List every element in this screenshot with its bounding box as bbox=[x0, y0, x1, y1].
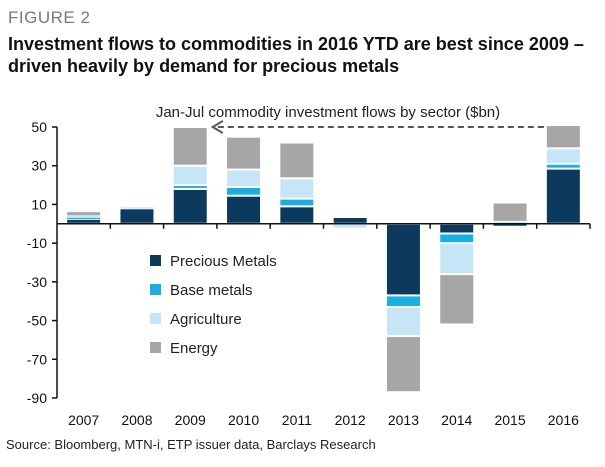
bar-agriculture-2016 bbox=[546, 149, 580, 163]
bar-precious-metals-2012 bbox=[333, 218, 367, 223]
y-tick-label: -30 bbox=[27, 274, 47, 290]
bar-precious-metals-2010 bbox=[227, 196, 261, 223]
bar-agriculture-2014 bbox=[440, 244, 474, 274]
legend-label: Agriculture bbox=[170, 311, 242, 328]
bar-precious-metals-2009 bbox=[173, 189, 207, 223]
x-tick-label: 2015 bbox=[494, 412, 525, 428]
arrow-left-icon bbox=[210, 120, 224, 134]
bar-precious-metals-2007 bbox=[67, 219, 101, 223]
bar-base-metals-2013 bbox=[386, 296, 420, 307]
bar-base-metals-2016 bbox=[546, 164, 580, 168]
legend-swatch bbox=[150, 342, 161, 353]
bar-agriculture-2011 bbox=[280, 179, 314, 198]
x-tick-label: 2009 bbox=[175, 412, 206, 428]
y-tick-label: -90 bbox=[27, 390, 47, 406]
legend-label: Base metals bbox=[170, 282, 253, 299]
legend-label: Precious Metals bbox=[170, 253, 277, 270]
bar-agriculture-2008 bbox=[120, 207, 154, 209]
legend-label: Energy bbox=[170, 340, 218, 357]
bar-agriculture-2012 bbox=[333, 224, 367, 228]
chart-headline: Investment flows to commodities in 2016 … bbox=[8, 34, 584, 76]
bar-base-metals-2014 bbox=[440, 234, 474, 243]
bar-energy-2015 bbox=[493, 203, 527, 221]
bar-base-metals-2010 bbox=[227, 188, 261, 195]
bar-precious-metals-2016 bbox=[546, 169, 580, 223]
bar-agriculture-2007 bbox=[67, 215, 101, 218]
bar-energy-2007 bbox=[67, 212, 101, 216]
x-tick-label: 2016 bbox=[548, 412, 579, 428]
x-tick-label: 2014 bbox=[441, 412, 472, 428]
bar-energy-2009 bbox=[173, 128, 207, 165]
x-tick-label: 2008 bbox=[121, 412, 152, 428]
x-tick-label: 2013 bbox=[388, 412, 419, 428]
bar-agriculture-2009 bbox=[173, 166, 207, 185]
bar-energy-2014 bbox=[440, 275, 474, 324]
chart-title: Jan-Jul commodity investment flows by se… bbox=[156, 104, 500, 121]
bar-energy-2013 bbox=[386, 337, 420, 392]
figure-label: FIGURE 2 bbox=[8, 8, 91, 27]
bar-precious-metals-2014 bbox=[440, 224, 474, 233]
legend-swatch bbox=[150, 313, 161, 324]
bar-precious-metals-2008 bbox=[120, 209, 154, 223]
bar-energy-2016 bbox=[546, 126, 580, 148]
bar-base-metals-2009 bbox=[173, 186, 207, 188]
bar-precious-metals-2015 bbox=[493, 223, 527, 226]
bar-base-metals-2007 bbox=[67, 217, 101, 220]
legend-swatch bbox=[150, 284, 161, 295]
bar-energy-2010 bbox=[227, 137, 261, 169]
y-tick-label: 50 bbox=[31, 119, 47, 135]
y-tick-label: -50 bbox=[27, 313, 47, 329]
source-note: Source: Bloomberg, MTN-i, ETP issuer dat… bbox=[6, 437, 376, 452]
x-tick-label: 2007 bbox=[68, 412, 99, 428]
bar-agriculture-2015 bbox=[493, 221, 527, 224]
y-tick-label: 10 bbox=[31, 196, 47, 212]
y-tick-label: -10 bbox=[27, 235, 47, 251]
y-tick-label: 30 bbox=[31, 158, 47, 174]
bar-energy-2011 bbox=[280, 143, 314, 178]
bar-agriculture-2013 bbox=[386, 308, 420, 336]
y-tick-label: -70 bbox=[27, 351, 47, 367]
legend-swatch bbox=[150, 255, 161, 266]
bar-precious-metals-2013 bbox=[386, 224, 420, 295]
x-tick-label: 2011 bbox=[282, 412, 312, 428]
bar-agriculture-2010 bbox=[227, 170, 261, 187]
bar-precious-metals-2011 bbox=[280, 207, 314, 223]
x-tick-label: 2012 bbox=[335, 412, 366, 428]
bar-base-metals-2011 bbox=[280, 199, 314, 206]
x-tick-label: 2010 bbox=[228, 412, 259, 428]
